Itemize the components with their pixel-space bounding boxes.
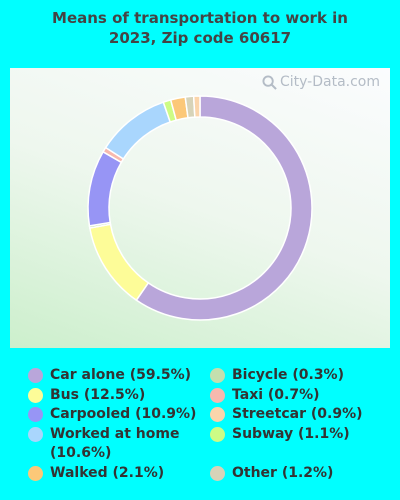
legend-item: Subway (1.1%) [210, 425, 400, 444]
legend-item: Taxi (0.7%) [210, 386, 400, 405]
magnifier-icon [262, 74, 277, 90]
donut-slice-0 [135, 95, 313, 321]
legend-label: Worked at home (10.6%) [50, 425, 180, 461]
legend-item: Streetcar (0.9%) [210, 405, 400, 424]
legend-label: Other (1.2%) [232, 464, 334, 481]
legend-swatch [28, 407, 43, 422]
legend-item: Car alone (59.5%) [28, 366, 220, 385]
legend-label: Car alone (59.5%) [50, 367, 192, 383]
donut-slice-1 [88, 223, 150, 302]
legend-item: Walked (2.1%) [28, 464, 220, 483]
legend-swatch [28, 426, 43, 442]
watermark: City-Data.com [262, 74, 380, 90]
legend-label: Subway (1.1%) [232, 425, 350, 442]
legend-label: Bicycle (0.3%) [232, 367, 344, 383]
legend-item: Other (1.2%) [210, 464, 400, 483]
legend-item: Carpooled (10.9%) [28, 405, 220, 424]
legend-item: Bicycle (0.3%) [210, 366, 400, 385]
legend-label: Bus (12.5%) [50, 386, 146, 403]
donut-slice-9 [192, 95, 201, 118]
donut-slice-5 [104, 101, 172, 160]
watermark-text: City-Data.com [279, 74, 380, 90]
chart-title-line1: Means of transportation to work in [52, 9, 348, 27]
legend-item: Worked at home (10.6%) [28, 425, 200, 463]
legend-swatch [210, 368, 225, 383]
legend-label: Carpooled (10.9%) [50, 406, 197, 422]
legend-swatch [210, 465, 225, 481]
donut-slice-3 [87, 150, 123, 227]
chart-title-line2: 2023, Zip code 60617 [108, 29, 292, 47]
chart-title: Means of transportation to work in 2023,… [0, 8, 400, 48]
legend-swatch [210, 407, 225, 422]
legend-swatch [210, 426, 225, 442]
legend-label: Walked (2.1%) [50, 464, 165, 481]
legend-swatch [28, 387, 43, 403]
legend: Car alone (59.5%) Bus (12.5%) Carpooled (1… [0, 366, 400, 496]
legend-item: Bus (12.5%) [28, 386, 220, 405]
legend-swatch [28, 368, 43, 383]
legend-label: Streetcar (0.9%) [232, 406, 363, 422]
legend-swatch [210, 387, 225, 403]
legend-swatch [28, 465, 43, 481]
legend-label: Taxi (0.7%) [232, 386, 320, 403]
